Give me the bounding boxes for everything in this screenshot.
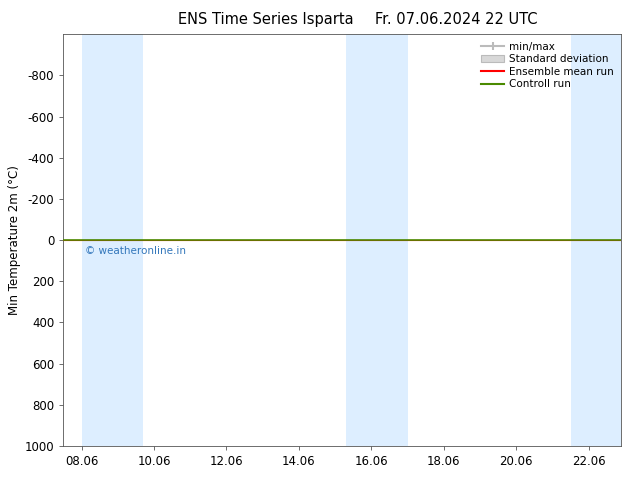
Bar bbox=[346, 34, 408, 446]
Y-axis label: Min Temperature 2m (°C): Min Temperature 2m (°C) bbox=[8, 165, 20, 315]
Bar bbox=[571, 34, 621, 446]
Bar bbox=[82, 34, 143, 446]
Text: © weatheronline.in: © weatheronline.in bbox=[85, 246, 186, 256]
Text: ENS Time Series Isparta: ENS Time Series Isparta bbox=[178, 12, 354, 27]
Legend: min/max, Standard deviation, Ensemble mean run, Controll run: min/max, Standard deviation, Ensemble me… bbox=[479, 40, 616, 92]
Text: Fr. 07.06.2024 22 UTC: Fr. 07.06.2024 22 UTC bbox=[375, 12, 538, 27]
